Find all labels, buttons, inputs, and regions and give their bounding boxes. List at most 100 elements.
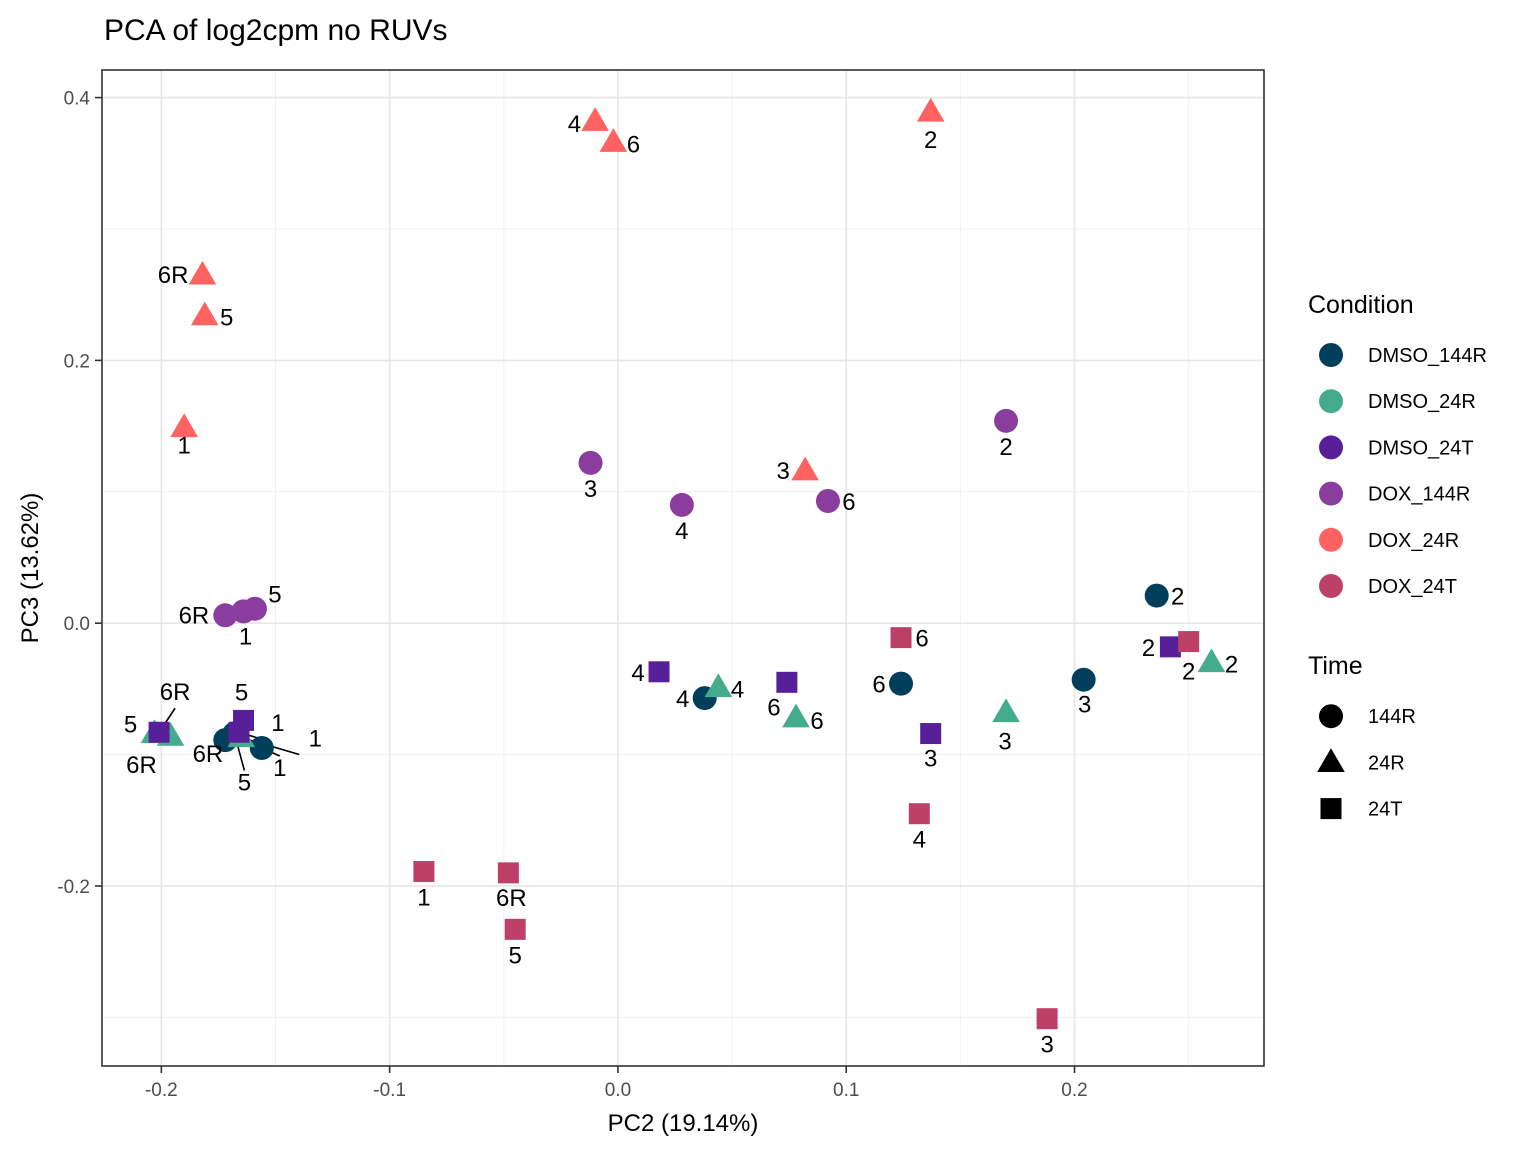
legend-key-circle (1319, 343, 1343, 367)
point-label: 6R (160, 679, 191, 706)
point-square (648, 661, 670, 683)
x-axis: -0.2 -0.1 0.0 0.1 0.2 (145, 1066, 1088, 1101)
legend-key-circle (1319, 527, 1343, 552)
point-label: 6R (158, 262, 189, 289)
point-square (776, 671, 798, 693)
point-label: 5 (124, 712, 137, 739)
series-dox-24r (170, 97, 945, 481)
point-triangle (992, 698, 1020, 723)
point-square (1178, 631, 1200, 653)
y-tick-label: 0.2 (64, 351, 90, 372)
point-label: 6 (842, 489, 855, 516)
point-label: 6R (496, 885, 527, 912)
point-label: 5 (509, 942, 522, 969)
point-label: 2 (1182, 659, 1195, 686)
point-square (890, 627, 912, 649)
legend-key-circle (1319, 704, 1343, 729)
point-label: 6R (193, 741, 224, 768)
point-label: 4 (913, 827, 926, 854)
point-triangle (188, 260, 217, 285)
legend-key-circle (1319, 389, 1343, 414)
y-axis: -0.2 0.0 0.2 0.4 (57, 89, 102, 898)
x-tick-label: 0.1 (833, 1080, 859, 1101)
y-axis-title: PC3 (13.62%) (17, 493, 44, 644)
series-dox-24t (413, 627, 1200, 1030)
legend-key-square (1320, 798, 1342, 820)
point-label: 6 (915, 626, 928, 653)
point-label: 5 (235, 679, 248, 706)
point-circle (815, 488, 840, 513)
point-square (413, 861, 435, 883)
point-triangle (916, 97, 945, 122)
legend-label: 144R (1368, 706, 1416, 728)
y-tick-label: 0.4 (64, 89, 91, 110)
point-label: 3 (776, 458, 789, 485)
point-triangle (170, 413, 198, 437)
point-square (1159, 636, 1181, 658)
point-triangle (782, 703, 810, 728)
point-circle (1144, 583, 1169, 608)
legend-label: DOX_24T (1368, 576, 1457, 598)
legend-item: 144R (1319, 704, 1416, 729)
point-label: 3 (1078, 692, 1091, 719)
legend-item: DMSO_24T (1319, 435, 1474, 460)
point-circle (889, 671, 914, 696)
point-triangle (190, 301, 219, 326)
point-label: 2 (1225, 652, 1238, 679)
legend-item: 24R (1317, 748, 1405, 774)
point-label: 5 (268, 582, 281, 609)
legend-label: DOX_144R (1368, 484, 1470, 506)
point-square (148, 721, 170, 743)
legend-item: DOX_144R (1319, 481, 1470, 506)
point-square (233, 709, 255, 731)
point-label: 2 (1171, 584, 1184, 611)
series-dox-144r (213, 408, 1019, 628)
x-tick-label: -0.2 (145, 1080, 178, 1101)
point-label: 1 (309, 726, 322, 753)
point-triangle (599, 128, 628, 152)
legend-label: 24T (1368, 799, 1402, 821)
legend-item: 24T (1320, 798, 1402, 821)
point-square (908, 803, 930, 825)
legend-label: DMSO_24R (1368, 391, 1476, 413)
point-label: 6 (810, 708, 823, 735)
point-square (504, 918, 526, 940)
point-label: 6 (767, 694, 780, 721)
legend-label: DOX_24R (1368, 530, 1459, 552)
legend-label: 24R (1368, 752, 1405, 774)
legend-key-triangle (1317, 748, 1345, 772)
point-circle (213, 603, 238, 628)
grid-minor (102, 70, 1264, 1066)
legend-key-circle (1319, 481, 1343, 506)
point-label: 3 (998, 729, 1011, 756)
legend-label: DMSO_144R (1368, 345, 1487, 367)
y-tick-label: -0.2 (57, 877, 90, 898)
data-points (140, 97, 1226, 1030)
point-label: 2 (1142, 635, 1155, 662)
point-label: 6 (872, 672, 885, 699)
legend-title: Condition (1308, 291, 1414, 319)
grid-major (102, 70, 1264, 1066)
legend-item: DOX_24R (1319, 527, 1459, 552)
point-label: 3 (584, 476, 597, 503)
point-label: 4 (675, 518, 688, 545)
point-label: 5 (238, 770, 251, 797)
point-label: 2 (999, 434, 1012, 461)
point-circle (1071, 667, 1096, 692)
point-label: 1 (273, 755, 286, 782)
point-circle (669, 492, 694, 517)
point-circle (249, 736, 274, 761)
point-circle (994, 408, 1019, 433)
legend: Condition DMSO_144R DMSO_24R DMSO_24T DOX_14… (1308, 291, 1487, 821)
point-triangle (704, 673, 733, 698)
x-tick-label: 0.2 (1061, 1080, 1087, 1101)
point-label: 1 (239, 623, 252, 650)
point-label: 6R (179, 602, 210, 629)
point-label: 6R (126, 752, 157, 779)
x-tick-label: 0.0 (605, 1080, 631, 1101)
point-circle (242, 596, 267, 621)
y-tick-label: 0.0 (64, 614, 90, 635)
point-square (1036, 1008, 1058, 1030)
